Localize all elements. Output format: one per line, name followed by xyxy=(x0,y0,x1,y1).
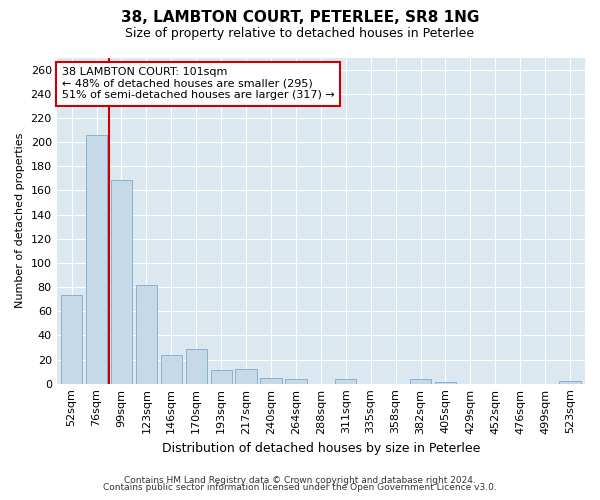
Text: Contains public sector information licensed under the Open Government Licence v3: Contains public sector information licen… xyxy=(103,484,497,492)
Bar xyxy=(61,296,82,384)
Bar xyxy=(235,369,257,384)
Bar xyxy=(286,379,307,384)
X-axis label: Distribution of detached houses by size in Peterlee: Distribution of detached houses by size … xyxy=(161,442,480,455)
Bar xyxy=(260,378,281,384)
Bar xyxy=(410,379,431,384)
Bar xyxy=(111,180,132,384)
Bar xyxy=(86,135,107,384)
Bar xyxy=(136,284,157,384)
Text: 38, LAMBTON COURT, PETERLEE, SR8 1NG: 38, LAMBTON COURT, PETERLEE, SR8 1NG xyxy=(121,10,479,25)
Bar xyxy=(335,379,356,384)
Y-axis label: Number of detached properties: Number of detached properties xyxy=(15,133,25,308)
Bar xyxy=(185,348,207,384)
Bar xyxy=(211,370,232,384)
Bar xyxy=(559,382,581,384)
Bar xyxy=(435,382,456,384)
Text: Contains HM Land Registry data © Crown copyright and database right 2024.: Contains HM Land Registry data © Crown c… xyxy=(124,476,476,485)
Bar xyxy=(161,354,182,384)
Text: Size of property relative to detached houses in Peterlee: Size of property relative to detached ho… xyxy=(125,28,475,40)
Text: 38 LAMBTON COURT: 101sqm
← 48% of detached houses are smaller (295)
51% of semi-: 38 LAMBTON COURT: 101sqm ← 48% of detach… xyxy=(62,68,335,100)
